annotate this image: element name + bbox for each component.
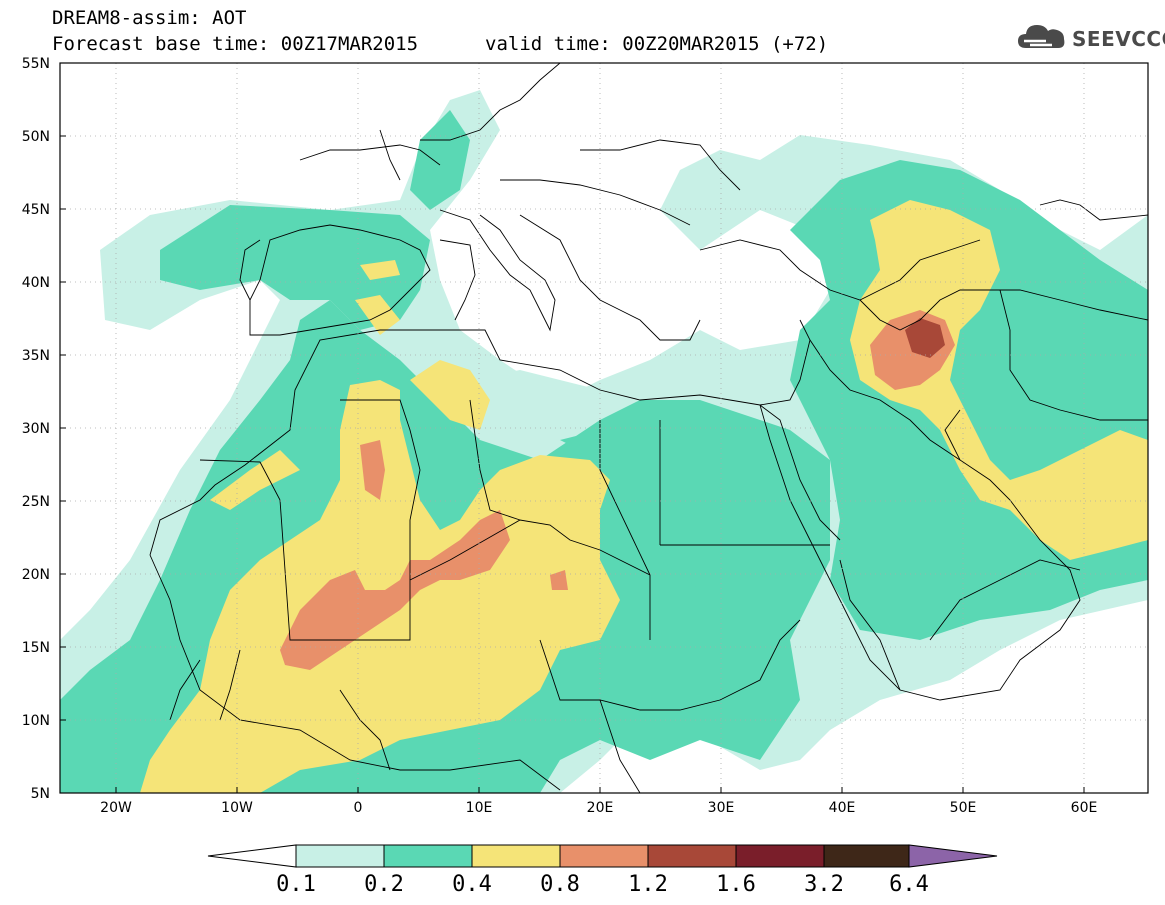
map-title: DREAM8-assim: AOT (52, 7, 247, 29)
colorbar-segment (559, 844, 649, 868)
colorbar-segment (908, 844, 998, 868)
lat-label: 5N (31, 786, 50, 802)
colorbar-segment (735, 844, 825, 868)
lon-label: 30E (708, 800, 735, 816)
lon-label: 60E (1071, 800, 1098, 816)
coastlines-borders (149, 63, 1148, 793)
colorbar-label: 1.2 (628, 872, 668, 897)
cloud-icon (1018, 25, 1065, 48)
latitude-labels: 55N 50N 45N 40N 35N 30N 25N 20N 15N 10N … (22, 56, 50, 802)
aot-fields (60, 63, 1148, 793)
colorbar-label: 0.4 (452, 872, 492, 897)
colorbar-segment (295, 844, 385, 868)
colorbar-segment (207, 844, 297, 868)
colorbar-label: 3.2 (804, 872, 844, 897)
colorbar-segment (823, 844, 910, 868)
aot-level-0-4 (140, 200, 1148, 793)
lat-label: 40N (22, 275, 50, 291)
lat-label: 45N (22, 202, 50, 218)
lat-label: 55N (22, 56, 50, 72)
longitude-labels: 20W 10W 0 10E 20E 30E 40E 50E 60E (100, 800, 1097, 816)
lon-label: 20E (587, 800, 614, 816)
lat-label: 20N (22, 567, 50, 583)
colorbar (207, 844, 998, 868)
lat-label: 50N (22, 129, 50, 145)
colorbar-label: 0.1 (276, 872, 316, 897)
tick-marks (60, 62, 1085, 793)
colorbar-label: 0.2 (364, 872, 404, 897)
aot-level-1-2 (905, 318, 945, 358)
colorbar-segment (383, 844, 473, 868)
lat-label: 35N (22, 348, 50, 364)
lon-label: 10W (221, 800, 253, 816)
lon-label: 0 (354, 800, 363, 816)
lat-label: 30N (22, 421, 50, 437)
valid-time: valid time: 00Z20MAR2015 (+72) (485, 33, 829, 55)
logo-text: SEEVCCC (1072, 27, 1165, 51)
lon-label: 10E (466, 800, 493, 816)
graticule (60, 63, 1148, 793)
lon-label: 20W (100, 800, 132, 816)
lat-label: 10N (22, 713, 50, 729)
lat-label: 25N (22, 494, 50, 510)
colorbar-label: 6.4 (889, 872, 929, 897)
forecast-base-time: Forecast base time: 00Z17MAR2015 (52, 33, 419, 55)
lat-label: 15N (22, 640, 50, 656)
colorbar-label: 0.8 (540, 872, 580, 897)
colorbar-label: 1.6 (716, 872, 756, 897)
seevccc-logo: SEEVCCC (1016, 18, 1165, 58)
lon-label: 50E (950, 800, 977, 816)
colorbar-segment (471, 844, 561, 868)
lon-label: 40E (829, 800, 856, 816)
colorbar-segment (647, 844, 737, 868)
